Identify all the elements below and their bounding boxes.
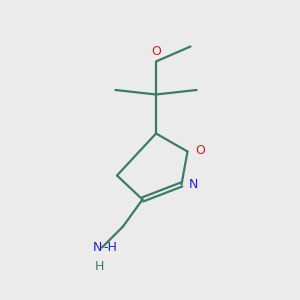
Text: N: N [189, 178, 198, 191]
Text: -H: -H [103, 241, 117, 254]
Text: N: N [93, 241, 102, 254]
Text: O: O [151, 45, 161, 58]
Text: H: H [94, 260, 104, 274]
Text: O: O [195, 143, 205, 157]
